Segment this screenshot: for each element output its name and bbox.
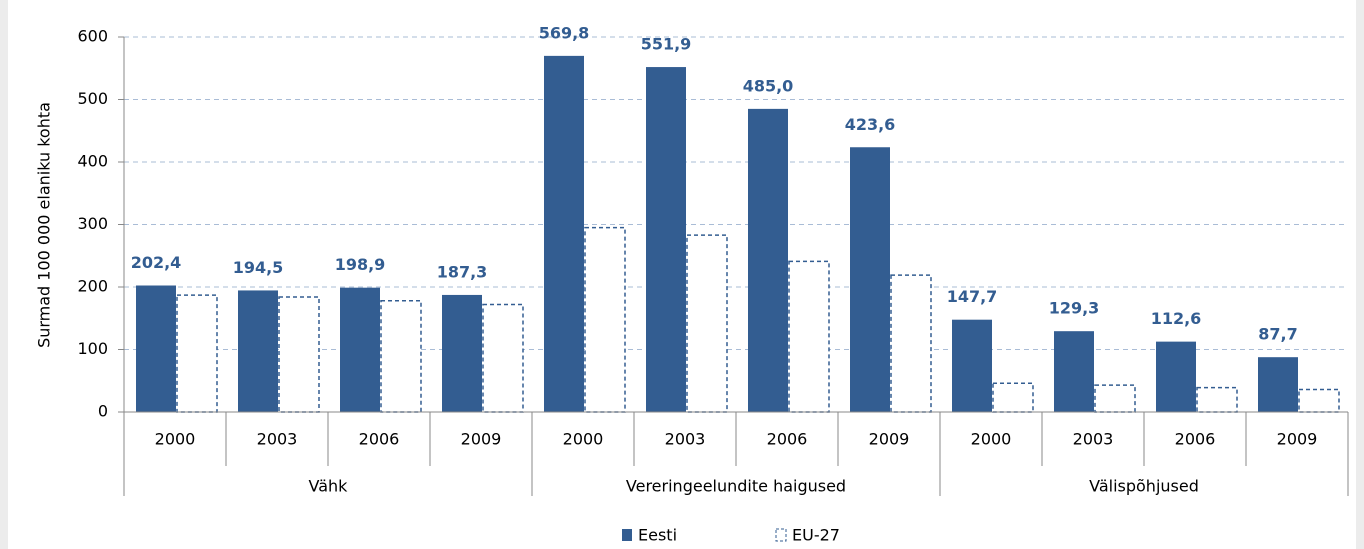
bar: [1094, 384, 1136, 413]
value-label: 194,5: [233, 258, 284, 277]
value-label: 129,3: [1049, 299, 1100, 318]
y-tick-label: 400: [77, 152, 108, 171]
y-tick-label: 200: [77, 277, 108, 296]
bar: [278, 296, 320, 413]
bar: [1196, 386, 1238, 413]
y-tick-label: 500: [77, 89, 108, 108]
x-tick-label: 2000: [155, 430, 196, 449]
value-label: 198,9: [335, 255, 386, 274]
y-tick-label: 100: [77, 339, 108, 358]
bar: [788, 260, 830, 413]
y-axis-label: Surmad 100 000 elaniku kohta: [35, 102, 54, 348]
y-tick-label: 300: [77, 214, 108, 233]
bar: [748, 108, 788, 412]
value-label: 87,7: [1258, 325, 1297, 344]
x-tick-label: 2000: [971, 430, 1012, 449]
bar: [136, 285, 176, 412]
value-label: 202,4: [131, 253, 182, 272]
bar: [686, 234, 728, 413]
x-tick-label: 2003: [665, 430, 706, 449]
bar: [544, 55, 584, 412]
value-label: 423,6: [845, 115, 896, 134]
bar: [442, 294, 482, 412]
bar: [238, 290, 278, 412]
bar: [1258, 357, 1298, 412]
bar: [1054, 331, 1094, 412]
x-tick-label: 2009: [869, 430, 910, 449]
x-tick-label: 2009: [461, 430, 502, 449]
x-tick-label: 2006: [359, 430, 400, 449]
bar: [380, 300, 422, 413]
y-tick-label: 0: [98, 402, 108, 421]
value-label: 112,6: [1151, 309, 1202, 328]
legend-label: EU-27: [792, 526, 840, 545]
group-label: Välispõhjused: [1089, 477, 1199, 496]
group-label: Vähk: [309, 477, 349, 496]
bar: [340, 287, 380, 412]
bar: [890, 274, 932, 413]
x-tick-label: 2006: [1175, 430, 1216, 449]
bar: [1156, 341, 1196, 412]
bar: [850, 147, 890, 412]
x-tick-label: 2006: [767, 430, 808, 449]
x-tick-label: 2003: [1073, 430, 1114, 449]
bar: [482, 303, 524, 413]
value-label: 551,9: [641, 35, 692, 54]
value-label: 569,8: [539, 23, 590, 42]
legend-label: Eesti: [638, 526, 677, 545]
value-label: 485,0: [743, 76, 794, 95]
bar: [992, 382, 1034, 413]
bar: [952, 319, 992, 412]
value-label: 187,3: [437, 262, 488, 281]
legend-swatch: [622, 529, 632, 541]
bar: [646, 67, 686, 412]
group-label: Vereringeelundite haigused: [626, 477, 846, 496]
bar: [584, 226, 626, 413]
x-tick-label: 2009: [1277, 430, 1318, 449]
bar: [176, 294, 218, 413]
x-tick-label: 2000: [563, 430, 604, 449]
value-label: 147,7: [947, 287, 998, 306]
legend-swatch: [775, 528, 787, 542]
x-tick-label: 2003: [257, 430, 298, 449]
y-tick-label: 600: [77, 27, 108, 46]
bar: [1298, 388, 1340, 413]
